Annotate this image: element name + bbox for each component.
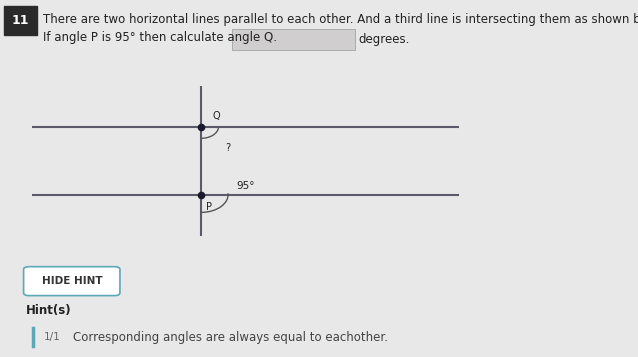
Text: 11: 11: [11, 14, 29, 27]
Text: Corresponding angles are always equal to eachother.: Corresponding angles are always equal to…: [73, 331, 389, 344]
Text: There are two horizontal lines parallel to each other. And a third line is inter: There are two horizontal lines parallel …: [43, 13, 638, 26]
Text: P: P: [206, 202, 212, 212]
Text: ?: ?: [225, 143, 230, 153]
FancyBboxPatch shape: [232, 29, 355, 50]
Text: Q: Q: [212, 111, 220, 121]
FancyBboxPatch shape: [24, 267, 120, 296]
Text: degrees.: degrees.: [359, 33, 410, 46]
Text: HIDE HINT: HIDE HINT: [41, 276, 103, 286]
Text: 1/1: 1/1: [43, 332, 60, 342]
Text: If angle P is 95° then calculate angle Q.: If angle P is 95° then calculate angle Q…: [43, 31, 278, 44]
Text: 95°: 95°: [236, 181, 255, 191]
Text: Hint(s): Hint(s): [26, 304, 71, 317]
FancyBboxPatch shape: [4, 6, 37, 35]
